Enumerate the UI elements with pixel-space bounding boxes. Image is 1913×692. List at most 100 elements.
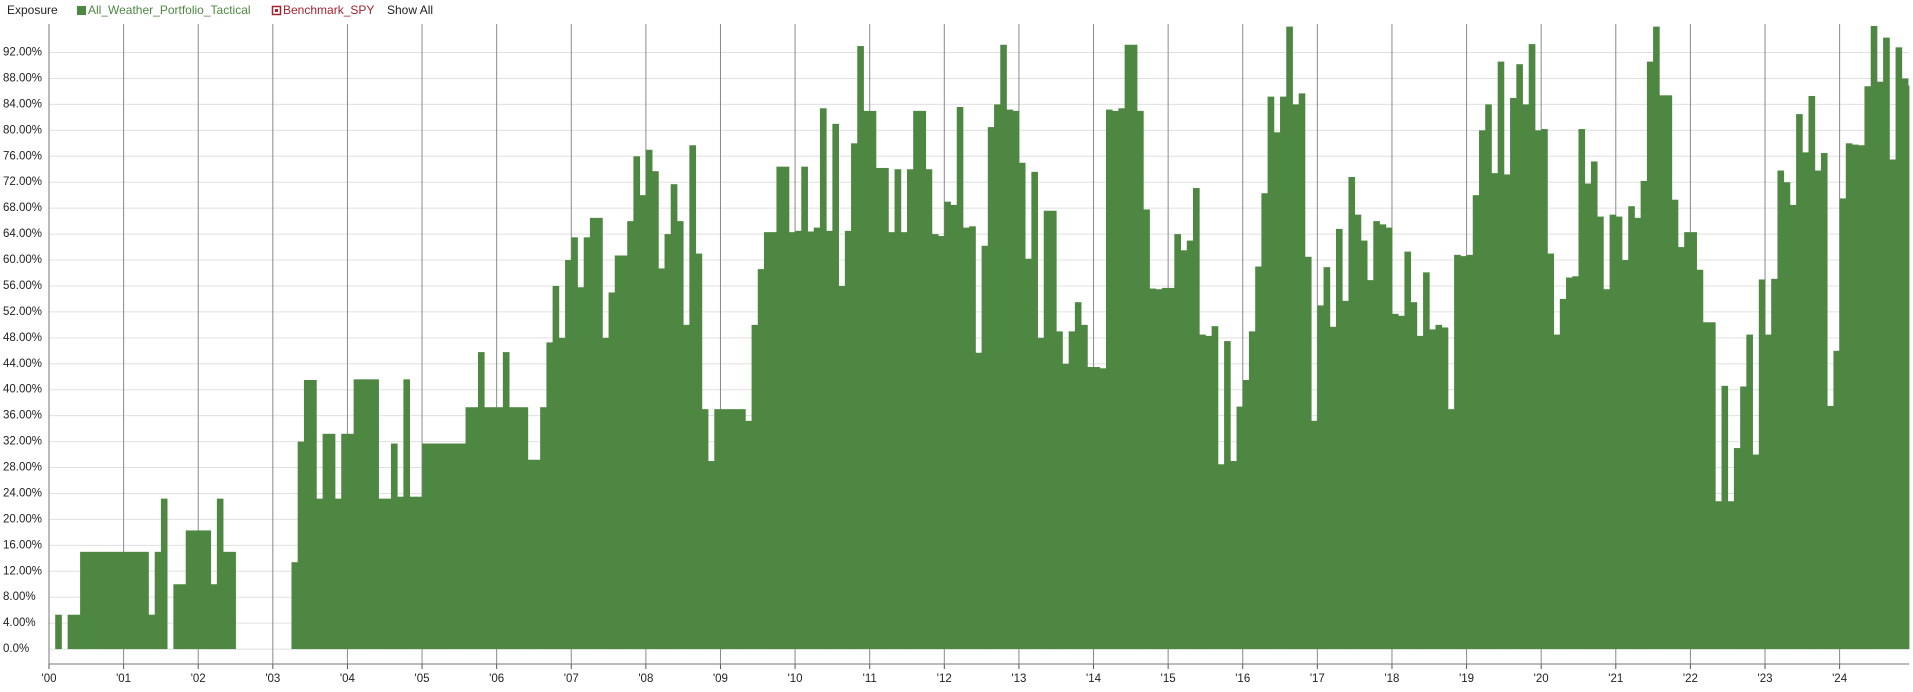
x-tick-label: '05 <box>415 673 430 685</box>
bar <box>1342 300 1349 650</box>
bar <box>726 409 734 650</box>
bar <box>621 255 628 650</box>
bar <box>378 498 386 650</box>
bar <box>1466 254 1474 650</box>
x-tick-label: '04 <box>340 673 356 685</box>
bar <box>1547 253 1555 650</box>
bar <box>1696 269 1704 650</box>
x-tick-label: '11 <box>863 673 877 685</box>
y-tick-label: 52.00% <box>3 306 42 318</box>
x-tick-label: '13 <box>1011 673 1026 685</box>
x-tick-label: '14 <box>1086 673 1102 685</box>
bar <box>739 409 746 650</box>
bar <box>1155 289 1163 650</box>
bar <box>1522 104 1530 650</box>
bar <box>1236 406 1244 650</box>
bar <box>975 352 983 650</box>
bar <box>160 498 168 650</box>
bar <box>1709 322 1716 650</box>
legend-checkbox-mark <box>275 9 278 12</box>
bar <box>434 443 442 650</box>
bar <box>440 443 448 650</box>
bar <box>851 143 858 650</box>
bar <box>596 217 603 650</box>
bar <box>129 551 137 650</box>
bar <box>403 379 410 650</box>
show-all-button[interactable]: Show All <box>387 3 433 17</box>
bar <box>962 227 970 650</box>
bar <box>782 166 790 650</box>
bar <box>583 237 591 650</box>
bar <box>484 407 491 650</box>
bar <box>1354 214 1362 650</box>
y-tick-label: 64.00% <box>3 228 42 240</box>
bar <box>428 443 435 650</box>
bar <box>1566 277 1573 650</box>
bar <box>1684 232 1691 650</box>
bar <box>1721 385 1729 650</box>
bar <box>478 352 485 650</box>
bar <box>1267 96 1275 650</box>
bar <box>1186 240 1194 650</box>
bar <box>173 584 180 650</box>
bar <box>490 407 498 650</box>
bar <box>1379 224 1387 650</box>
bar <box>1211 326 1219 650</box>
bar <box>894 169 902 650</box>
bar <box>1093 367 1101 650</box>
bar <box>1702 322 1710 650</box>
bar <box>1304 256 1312 650</box>
bar <box>788 232 796 650</box>
bar <box>981 245 989 650</box>
bar <box>1578 129 1586 650</box>
bar <box>1074 302 1082 650</box>
bar <box>770 232 777 650</box>
bar <box>359 379 367 650</box>
bar <box>1889 159 1896 650</box>
bar <box>645 149 653 650</box>
y-tick-label: 84.00% <box>3 98 42 110</box>
bar <box>577 287 585 650</box>
bar <box>987 127 995 650</box>
x-tick-label: '06 <box>489 673 504 685</box>
bar <box>297 441 305 650</box>
bar <box>1659 95 1666 650</box>
bar <box>776 166 784 650</box>
bar <box>913 110 920 650</box>
bar <box>969 226 976 650</box>
y-tick-label: 20.00% <box>3 513 42 525</box>
legend-entry[interactable]: All_Weather_Portfolio_Tactical <box>88 3 251 17</box>
x-tick-label: '00 <box>42 673 57 685</box>
bar <box>1796 114 1803 650</box>
bar <box>1168 287 1175 650</box>
bar <box>104 551 112 650</box>
bar <box>546 342 554 650</box>
bar <box>1603 289 1610 650</box>
y-tick-label: 92.00% <box>3 47 42 59</box>
bar <box>316 498 323 650</box>
bar <box>384 498 392 650</box>
legend-entry[interactable]: Benchmark_SPY <box>283 3 374 17</box>
bar <box>1534 130 1542 650</box>
bar <box>98 551 106 650</box>
bar <box>353 379 361 650</box>
bar <box>1646 61 1654 650</box>
bar <box>1429 329 1436 650</box>
bar <box>1758 279 1766 650</box>
bar <box>633 156 641 650</box>
bar <box>832 123 839 650</box>
bar <box>1883 37 1890 650</box>
bar <box>1124 44 1132 650</box>
bar <box>80 551 87 650</box>
bar <box>453 443 460 650</box>
bar <box>683 324 690 650</box>
bar <box>322 433 330 650</box>
bar <box>1541 129 1548 650</box>
bar <box>1715 501 1722 650</box>
bar <box>1677 247 1685 650</box>
y-tick-label: 8.00% <box>3 591 36 603</box>
bar <box>1870 25 1878 650</box>
y-tick-label: 36.00% <box>3 410 42 422</box>
legend-swatch[interactable] <box>77 6 86 15</box>
